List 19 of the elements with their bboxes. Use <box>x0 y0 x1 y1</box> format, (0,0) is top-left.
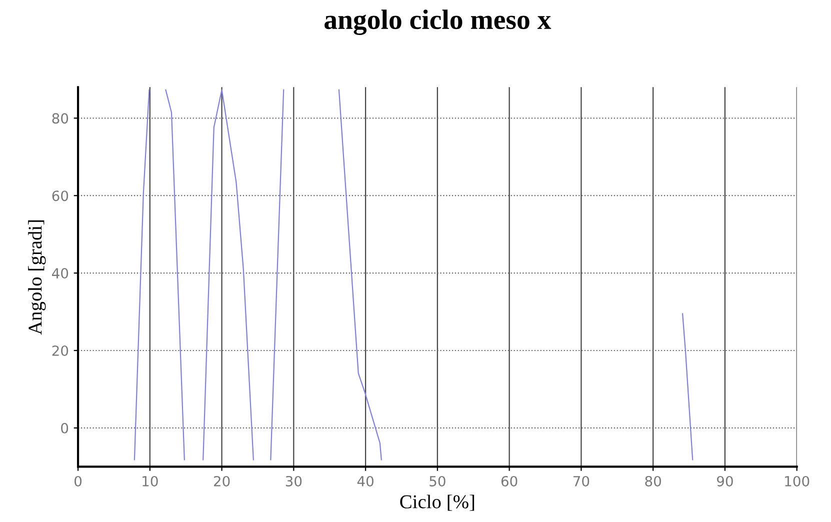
x-tick-label: 100 <box>785 476 810 486</box>
x-tick-label: 10 <box>142 476 158 486</box>
y-tick-label: 40 <box>52 268 68 279</box>
x-tick-label: 70 <box>574 476 590 486</box>
y-tick-label: 0 <box>61 422 68 434</box>
x-tick-label: 40 <box>357 476 374 486</box>
x-tick-label: 90 <box>717 476 733 486</box>
chart-title: angolo ciclo meso x <box>324 10 552 35</box>
x-tick-label: 30 <box>286 476 302 486</box>
x-axis-title: Ciclo [%] <box>400 494 474 511</box>
y-tick-label: 20 <box>52 345 68 356</box>
x-tick-label: 20 <box>214 476 230 486</box>
x-tick-label: 80 <box>645 476 661 486</box>
y-tick-label: 60 <box>52 190 68 202</box>
y-axis-title: Angolo [gradi] <box>28 220 46 335</box>
x-tick-label: 60 <box>501 476 518 486</box>
x-tick-label: 50 <box>430 476 446 486</box>
x-tick-label: 0 <box>74 476 82 486</box>
y-tick-label: 80 <box>52 113 68 124</box>
